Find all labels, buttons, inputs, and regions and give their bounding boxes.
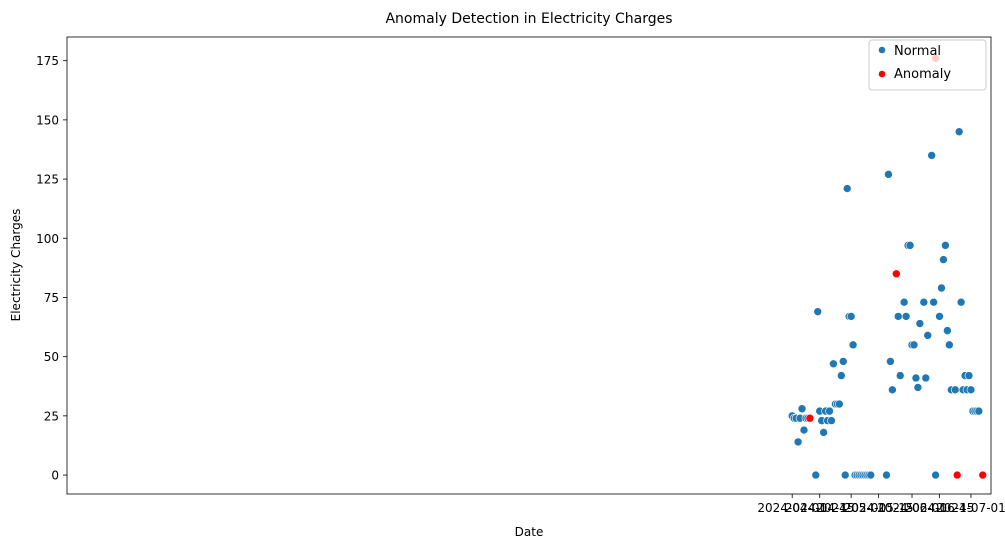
x-tick-label: 2024-06-01 [877,501,947,515]
data-point-normal [882,470,891,480]
data-point-normal [950,385,960,395]
y-tick-label: 75 [44,291,59,305]
data-point-normal [827,416,836,425]
data-point-normal [793,437,803,447]
x-axis-ticks: 2024-04-012024-04-152024-05-012024-05-15… [757,494,1005,515]
data-point-normal [886,357,895,366]
data-point-normal [945,340,954,350]
data-point-normal [819,428,828,437]
data-point-normal [927,151,936,160]
data-point-normal [840,470,850,480]
y-tick-label: 175 [36,54,59,68]
data-point-normal [846,312,856,321]
data-point-normal [923,331,933,340]
x-tick-label: 2024-04-01 [757,501,827,515]
data-point-anomaly [952,470,962,480]
data-point-normal [905,241,915,250]
data-point-normal [913,383,923,392]
y-tick-label: 0 [51,469,59,483]
legend-marker-anomaly [878,70,886,78]
data-point-normal [935,312,944,321]
data-point-normal [974,406,984,416]
x-tick-label: 2024-04-15 [785,501,855,515]
data-point-normal [956,297,966,307]
legend: Normal Anomaly [868,39,987,91]
data-point-normal [799,425,809,435]
data-point-normal [825,406,834,416]
legend-label-anomaly: Anomaly [894,67,951,82]
y-axis-label: Electricity Charges [9,209,23,322]
data-point-anomaly [892,269,901,279]
x-tick-label: 2024-05-15 [844,501,914,515]
data-point-normal [939,255,948,264]
legend-marker-normal [878,46,886,54]
data-point-normal [835,399,844,409]
data-point-normal [929,297,938,307]
y-tick-label: 125 [36,173,59,187]
data-point-normal [866,470,876,480]
data-point-normal [941,241,950,250]
data-point-normal [848,340,858,350]
y-tick-label: 100 [36,232,59,246]
data-point-normal [895,371,905,380]
y-tick-label: 150 [36,113,59,127]
x-tick-label: 2024-05-01 [816,501,886,515]
chart-title: Anomaly Detection in Electricity Charges [385,11,672,27]
data-point-normal [888,385,897,395]
data-point-normal [964,371,974,380]
data-point-normal [921,373,931,383]
x-axis-label: Date [515,525,544,539]
plot-area [66,36,992,495]
data-point-normal [937,283,946,293]
data-point-normal [899,297,909,307]
data-point-normal [829,359,838,369]
data-point-normal [901,312,911,321]
x-tick-label: 2024-06-15 [905,501,975,515]
data-point-anomaly [805,413,815,423]
y-axis-ticks: 0 25 50 75 100 125 150 175 [36,54,67,483]
data-point-normal [915,319,925,328]
data-point-normal [919,297,929,307]
data-point-normal [966,385,976,395]
data-point-normal [842,184,852,193]
data-point-normal [909,340,919,350]
legend-label-normal: Normal [894,44,941,59]
data-point-normal [893,312,903,321]
points-layer [787,54,988,480]
y-tick-label: 50 [44,350,59,364]
data-point-normal [884,170,893,179]
data-point-normal [813,307,823,316]
data-point-normal [797,404,807,414]
data-point-normal [911,373,921,383]
x-tick-label: 2024-07-01 [936,501,1005,515]
data-point-normal [837,371,846,380]
data-point-normal [811,470,821,480]
legend-box [868,39,987,91]
data-point-normal [931,470,940,480]
data-point-normal [943,326,952,335]
y-tick-label: 25 [44,409,59,423]
data-point-anomaly [978,470,988,480]
data-point-normal [954,127,964,137]
data-point-normal [838,357,848,366]
